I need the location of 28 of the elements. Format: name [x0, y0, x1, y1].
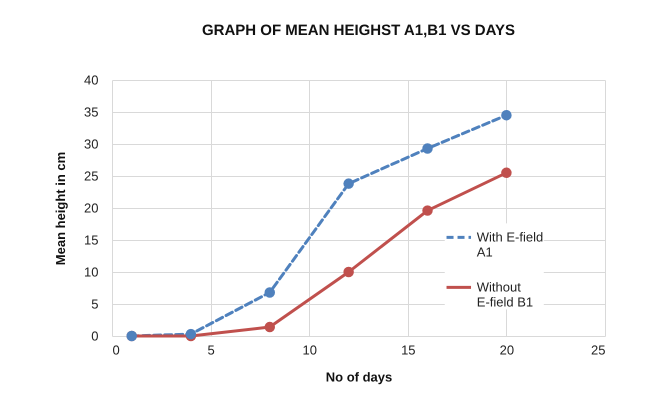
- chart-title: GRAPH OF MEAN HEIGHST A1,B1 VS DAYS: [202, 22, 516, 39]
- legend-label: Without E-field B1: [476, 279, 534, 310]
- point: [343, 266, 354, 278]
- y-tick-label: 5: [91, 296, 98, 312]
- point: [422, 205, 433, 216]
- y-axis-title: Mean height in cm: [53, 152, 68, 266]
- point: [501, 168, 512, 178]
- x-tick-label: 10: [302, 342, 317, 358]
- x-tick-label: 25: [591, 342, 606, 358]
- x-tick-label: 20: [500, 342, 514, 358]
- y-tick-label: 15: [84, 232, 98, 248]
- y-tick-label: 10: [84, 264, 98, 280]
- y-tick-label: 20: [84, 200, 98, 216]
- x-tick-label: 15: [401, 342, 416, 358]
- point: [422, 143, 433, 154]
- y-tick-label: 40: [84, 72, 98, 88]
- legend-label: With E-field A1: [476, 229, 544, 260]
- point: [343, 178, 354, 189]
- x-axis-title: No of days: [326, 370, 392, 384]
- y-tick-label: 30: [84, 136, 98, 152]
- x-tick-label: 0: [112, 342, 120, 358]
- y-tick-label: 35: [84, 104, 98, 120]
- point: [501, 110, 512, 120]
- y-tick-label: 25: [84, 168, 98, 184]
- point: [264, 322, 276, 332]
- y-tick-label: 0: [91, 328, 98, 344]
- point: [264, 287, 276, 298]
- x-tick-label: 5: [207, 342, 215, 358]
